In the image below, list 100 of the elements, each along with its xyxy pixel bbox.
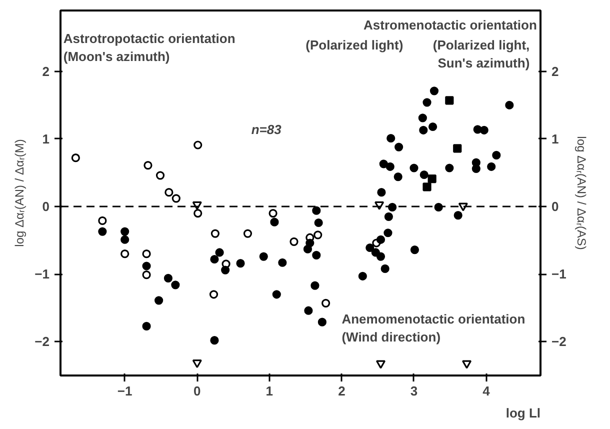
- point: [310, 281, 320, 290]
- point: [259, 252, 268, 261]
- point: [422, 98, 432, 107]
- point: [480, 126, 488, 134]
- point: [394, 142, 404, 152]
- point: [505, 100, 514, 110]
- x-tick-label: 3: [410, 384, 418, 398]
- point: [445, 164, 454, 172]
- point: [418, 114, 427, 122]
- point: [366, 243, 374, 252]
- y-tick-label: 2: [42, 64, 50, 79]
- point: [210, 254, 219, 264]
- point: [192, 360, 202, 368]
- x-tick-label: 0: [194, 384, 201, 398]
- x-tick-label: 2: [338, 384, 346, 398]
- point: [462, 360, 472, 369]
- y2-axis-title: log Δαᵣ(AN) / Δαᵣ(AS): [574, 136, 588, 250]
- point: [210, 229, 220, 238]
- point: [142, 322, 151, 330]
- point: [394, 172, 402, 182]
- point: [314, 230, 322, 240]
- x-tick-label: −1: [117, 384, 132, 398]
- point: [420, 170, 428, 180]
- point: [386, 134, 396, 143]
- point: [194, 208, 202, 218]
- y-tick-label: 0: [42, 199, 50, 214]
- point: [303, 244, 312, 254]
- point: [458, 202, 468, 212]
- point: [430, 86, 439, 96]
- annotation: (Polarized light): [306, 38, 404, 53]
- point: [156, 171, 165, 180]
- point: [272, 290, 281, 299]
- point: [268, 208, 278, 218]
- point: [487, 162, 496, 171]
- point: [322, 298, 330, 308]
- point: [454, 211, 462, 220]
- point: [358, 272, 367, 280]
- point: [384, 212, 393, 221]
- annotation: Astrotropotactic orientation (Moon's azimuth): [63, 30, 236, 64]
- y-tick-label: 1: [42, 131, 50, 146]
- point: [410, 245, 420, 254]
- point: [384, 228, 392, 238]
- point: [164, 274, 173, 282]
- y-tick-label: −1: [34, 266, 50, 282]
- point: [215, 248, 224, 257]
- point: [142, 250, 151, 258]
- point: [142, 262, 151, 270]
- point: [304, 306, 313, 315]
- point: [144, 160, 152, 170]
- point: [120, 227, 130, 236]
- point: [419, 126, 428, 134]
- y2-tick-label: −2: [552, 334, 566, 350]
- point: [445, 96, 454, 105]
- point: [98, 216, 107, 226]
- y2-tick-label: 0: [552, 199, 559, 214]
- x-tick-label: 4: [482, 384, 491, 398]
- annotation: Anemomenotactic orientation (Wind direction): [342, 311, 526, 344]
- point: [410, 164, 418, 172]
- point: [142, 270, 151, 280]
- point: [422, 182, 432, 192]
- point: [164, 188, 174, 197]
- point: [314, 218, 323, 228]
- point: [492, 150, 501, 160]
- y-tick-label: −2: [34, 334, 50, 350]
- y-axis-title: log Δαᵣ(AN) / Δαᵣ(M): [12, 139, 27, 247]
- annotation: Astromenotactic orientation: [364, 17, 537, 32]
- point: [171, 280, 180, 290]
- point: [312, 250, 321, 260]
- annotation: (Polarized light, Sun's azimuth): [432, 38, 530, 71]
- point: [379, 160, 388, 168]
- point: [243, 229, 252, 238]
- point: [428, 122, 438, 132]
- point: [318, 318, 326, 326]
- point: [209, 290, 218, 299]
- point: [270, 218, 279, 226]
- point: [194, 140, 202, 150]
- point: [376, 252, 386, 261]
- point: [278, 258, 287, 267]
- point: [290, 237, 298, 246]
- point: [453, 144, 462, 153]
- point: [120, 250, 130, 258]
- point: [312, 206, 321, 215]
- point: [376, 360, 386, 369]
- point: [376, 235, 386, 244]
- y2-tick-label: −1: [552, 266, 566, 282]
- point: [120, 235, 130, 244]
- point: [98, 227, 107, 236]
- point: [377, 188, 386, 197]
- point: [210, 336, 219, 345]
- x-tick-label: 1: [266, 384, 274, 398]
- point: [221, 266, 230, 274]
- point: [236, 259, 245, 268]
- point: [71, 154, 80, 162]
- annotation: n=83: [251, 122, 282, 138]
- point: [172, 194, 180, 203]
- point: [428, 174, 436, 184]
- point: [386, 162, 394, 171]
- point: [154, 296, 164, 305]
- x-axis-title: log Ll: [506, 406, 541, 420]
- point: [380, 264, 390, 273]
